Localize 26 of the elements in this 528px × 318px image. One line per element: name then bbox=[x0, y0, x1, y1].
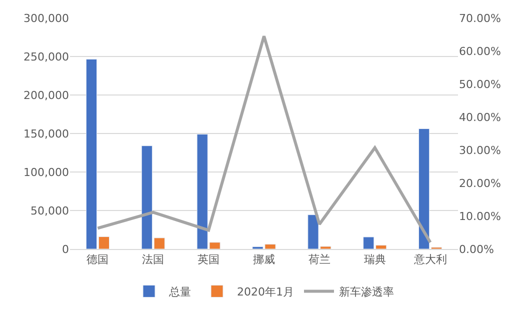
legend-label: 2020年1月 bbox=[237, 286, 294, 299]
x-tick-label: 意大利 bbox=[412, 253, 447, 266]
y-tick-label: 0 bbox=[62, 242, 69, 256]
x-tick-label: 英国 bbox=[198, 253, 220, 266]
y2-tick-label: 60.00% bbox=[459, 44, 501, 58]
y-tick-label: 100,000 bbox=[24, 166, 69, 179]
legend-label: 新车渗透率 bbox=[339, 286, 394, 299]
y2-tick-label: 30.00% bbox=[459, 144, 501, 157]
y-tick-label: 200,000 bbox=[24, 88, 69, 102]
x-tick-label: 挪威 bbox=[253, 253, 275, 266]
x-tick-label: 荷兰 bbox=[308, 253, 330, 266]
legend-label: 总量 bbox=[168, 286, 191, 299]
line-series bbox=[96, 34, 432, 244]
x-tick-label: 法国 bbox=[142, 253, 164, 266]
x-tick-label: 德国 bbox=[86, 253, 109, 266]
y2-tick-label: 70.00% bbox=[459, 12, 501, 25]
y2-tick-label: 0.00% bbox=[459, 242, 494, 256]
y2-tick-label: 40.00% bbox=[459, 110, 501, 124]
x-tick-label: 瑞典 bbox=[364, 253, 386, 266]
y2-tick-label: 50.00% bbox=[459, 78, 501, 91]
y-tick-label: 50,000 bbox=[30, 204, 69, 218]
y2-tick-label: 10.00% bbox=[459, 210, 501, 223]
y-tick-label: 150,000 bbox=[24, 127, 69, 140]
y-tick-label: 250,000 bbox=[24, 50, 69, 64]
y2-tick-label: 20.00% bbox=[459, 176, 501, 190]
y-tick-label: 300,000 bbox=[24, 12, 69, 25]
